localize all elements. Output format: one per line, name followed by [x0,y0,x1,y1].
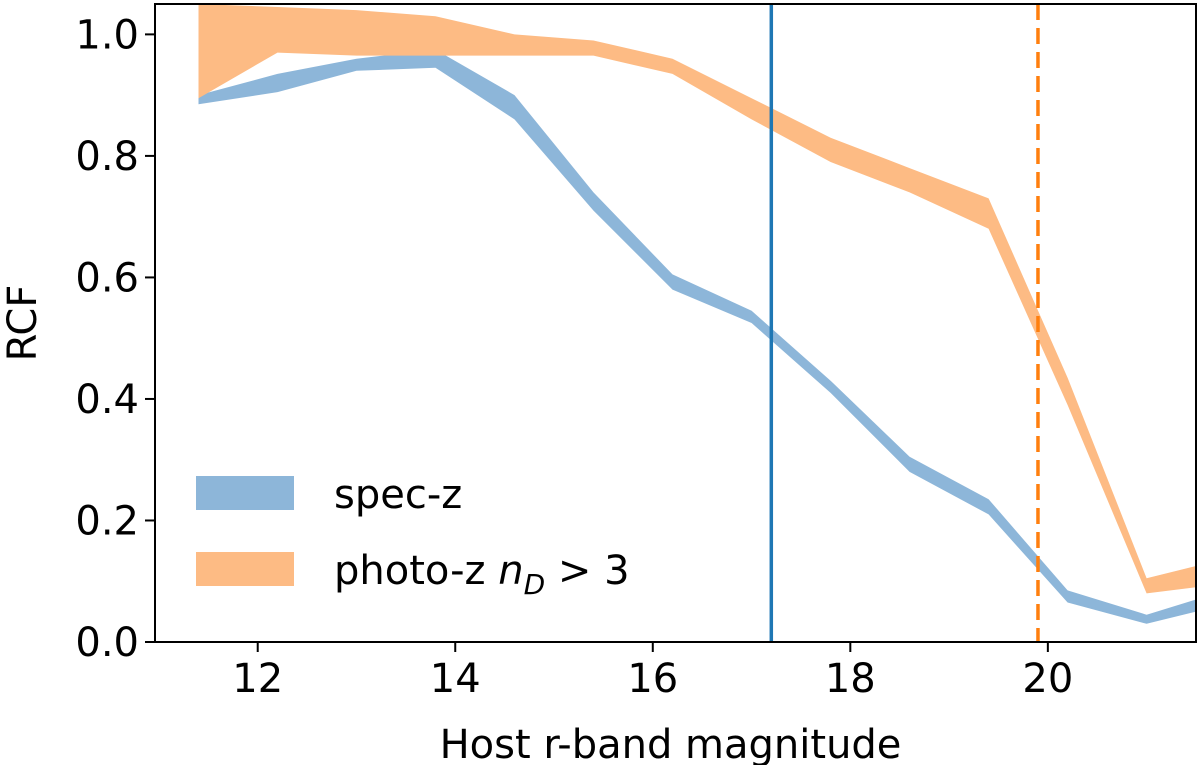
y-axis-title: RCF [0,285,46,362]
x-axis-title: Host r-band magnitude [440,722,902,765]
band-spec-z [198,49,1196,624]
legend-swatch-spec-z [196,476,294,510]
legend-label-photo-z: photo-z nD > 3 [334,548,630,601]
x-tick-label: 12 [232,656,283,702]
axes: 12 14 16 18 20 0.0 0.2 0.4 0.6 0.8 1.0 [75,3,1197,702]
y-tick-label: 0.2 [75,498,139,544]
x-tick-label: 16 [627,656,678,702]
y-tick-label: 0.6 [75,255,139,301]
x-tick-label: 18 [825,656,876,702]
legend-label-spec-z: spec-z [334,472,462,518]
y-tick-label: 0.4 [75,377,139,423]
plot-area [198,4,1196,642]
legend-swatch-photo-z [196,552,294,586]
y-tick-label: 1.0 [75,12,139,58]
legend: spec-z photo-z nD > 3 [196,472,630,601]
x-tick-label: 14 [430,656,481,702]
x-tick-label: 20 [1022,656,1073,702]
axes-frame [154,3,1197,643]
y-tick-label: 0.8 [75,134,139,180]
y-tick-label: 0.0 [75,620,139,666]
